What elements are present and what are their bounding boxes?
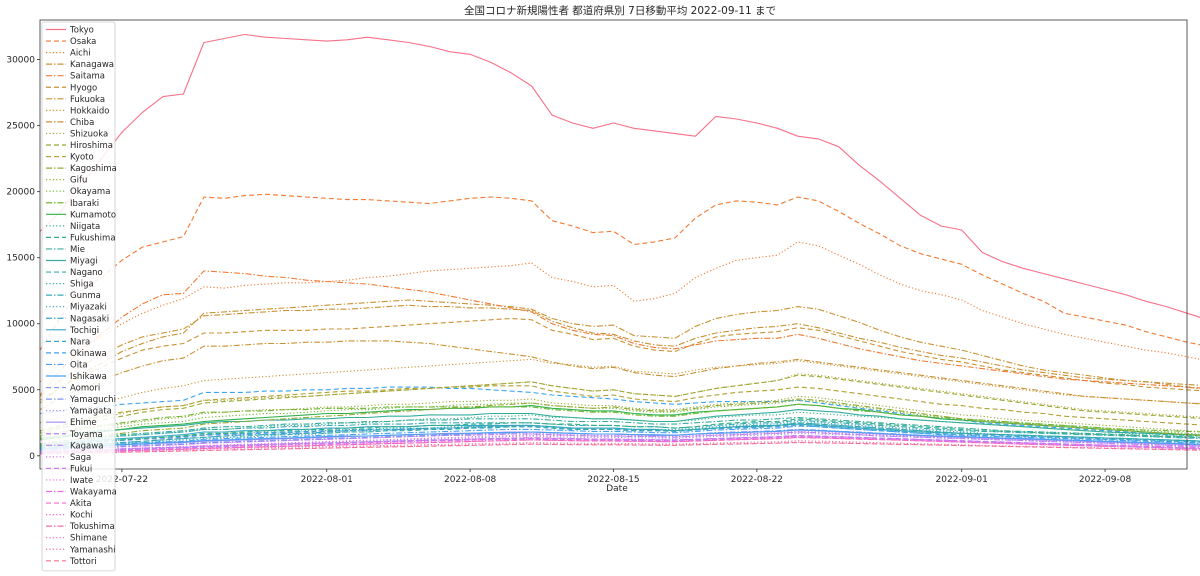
x-tick-label: 2022-07-22 xyxy=(96,475,148,485)
legend-label-fukui: Fukui xyxy=(70,464,92,474)
legend-label-mie: Mie xyxy=(70,245,85,255)
legend-box xyxy=(41,21,116,572)
legend-label-osaka: Osaka xyxy=(70,37,96,47)
legend-label-miyazaki: Miyazaki xyxy=(70,303,107,313)
series-line-akita xyxy=(39,436,1200,454)
legend-label-oita: Oita xyxy=(70,360,88,370)
legend-label-hyogo: Hyogo xyxy=(70,83,97,93)
x-tick-label: 2022-08-01 xyxy=(301,475,353,485)
legend-label-kumamoto: Kumamoto xyxy=(70,210,116,220)
series-line-shimane xyxy=(39,441,1200,455)
legend-label-shiga: Shiga xyxy=(70,280,94,290)
x-tick-label: 2022-08-08 xyxy=(444,475,497,485)
legend-label-niigata: Niigata xyxy=(70,222,100,232)
x-axis-label: Date xyxy=(606,484,628,494)
legend-label-ehime: Ehime xyxy=(70,418,97,428)
y-tick-label: 30000 xyxy=(6,56,35,66)
legend-label-akita: Akita xyxy=(70,499,92,509)
legend-label-yamaguchi: Yamaguchi xyxy=(69,395,116,405)
legend-label-kagawa: Kagawa xyxy=(70,441,103,451)
legend-label-chiba: Chiba xyxy=(70,118,94,128)
legend-label-tottori: Tottori xyxy=(69,557,97,567)
series-line-aichi xyxy=(39,241,1200,383)
legend-label-yamagata: Yamagata xyxy=(69,407,112,417)
legend-label-gifu: Gifu xyxy=(70,176,87,186)
legend-label-ibaraki: Ibaraki xyxy=(70,199,99,209)
legend-label-aomori: Aomori xyxy=(70,384,100,394)
series-line-okinawa xyxy=(39,386,1200,437)
series-line-miyazaki xyxy=(39,420,1200,450)
legend-label-fukuoka: Fukuoka xyxy=(70,95,105,105)
legend-label-hiroshima: Hiroshima xyxy=(70,141,113,151)
series-line-saga xyxy=(39,430,1200,452)
x-tick-label: 2022-08-15 xyxy=(587,475,639,485)
legend-label-okayama: Okayama xyxy=(70,187,110,197)
series-line-nara xyxy=(39,424,1200,448)
legend-label-toyama: Toyama xyxy=(69,430,103,440)
legend-label-nagano: Nagano xyxy=(70,268,103,278)
legend-label-shimane: Shimane xyxy=(70,534,107,544)
series-line-osaka xyxy=(39,193,1200,351)
legend-label-yamanashi: Yamanashi xyxy=(69,545,116,555)
series-line-kumamoto xyxy=(39,403,1200,441)
legend-label-gunma: Gunma xyxy=(70,291,101,301)
series-line-kagoshima xyxy=(39,398,1200,445)
plot-area xyxy=(39,33,1200,455)
legend-label-kanagawa: Kanagawa xyxy=(70,60,114,70)
legend-label-iwate: Iwate xyxy=(70,476,93,486)
series-line-hyogo xyxy=(39,317,1200,401)
y-tick-label: 15000 xyxy=(6,254,35,264)
series-line-ibaraki xyxy=(39,403,1200,437)
y-tick-label: 20000 xyxy=(6,188,35,198)
legend-label-nara: Nara xyxy=(70,337,90,347)
legend-label-saitama: Saitama xyxy=(70,72,105,82)
legend-label-ishikawa: Ishikawa xyxy=(70,372,107,382)
legend-label-kagoshima: Kagoshima xyxy=(70,164,117,174)
series-line-fukushima xyxy=(39,418,1200,448)
legend-label-okinawa: Okinawa xyxy=(70,349,107,359)
series-line-ishikawa xyxy=(39,429,1200,450)
legend-label-kochi: Kochi xyxy=(70,511,93,521)
series-line-nagano xyxy=(39,422,1200,449)
legend-label-hokkaido: Hokkaido xyxy=(70,106,109,116)
series-line-mie xyxy=(39,416,1200,445)
chart-title: 全国コロナ新規陽性者 都道府県別 7日移動平均 2022-09-11 まで xyxy=(464,4,776,17)
x-tick-label: 2022-08-22 xyxy=(731,475,783,485)
x-tick-label: 2022-09-08 xyxy=(1079,475,1132,485)
series-line-hokkaido xyxy=(39,358,1200,424)
legend-label-tokushima: Tokushima xyxy=(69,522,115,532)
series-line-kyoto xyxy=(39,385,1200,432)
y-tick-label: 10000 xyxy=(6,320,35,330)
legend-label-kyoto: Kyoto xyxy=(70,153,94,163)
series-line-chiba xyxy=(39,340,1200,411)
series-line-tokyo xyxy=(39,33,1200,318)
series-line-gunma xyxy=(39,419,1200,445)
y-tick-label: 0 xyxy=(29,452,35,462)
series-line-fukui xyxy=(39,435,1200,454)
legend-label-nagasaki: Nagasaki xyxy=(70,314,109,324)
series-line-kanagawa xyxy=(39,304,1200,397)
legend-label-saga: Saga xyxy=(70,453,91,463)
legend-label-tochigi: Tochigi xyxy=(69,326,99,336)
series-line-fukuoka xyxy=(39,299,1200,404)
legend-label-shizuoka: Shizuoka xyxy=(70,129,108,139)
series-line-niigata xyxy=(39,411,1200,446)
y-tick-label: 25000 xyxy=(6,122,35,132)
axes: 0 5000 10000 15000 20000 25000 30000 2022-07-22… xyxy=(6,19,1188,485)
y-tick-label: 5000 xyxy=(12,386,35,396)
legend-label-tokyo: Tokyo xyxy=(69,26,94,36)
legend-label-wakayama: Wakayama xyxy=(70,488,117,498)
series-line-shizuoka xyxy=(39,373,1200,433)
legend-label-miyagi: Miyagi xyxy=(70,257,98,267)
legend-label-aichi: Aichi xyxy=(70,49,91,59)
legend-label-fukushima: Fukushima xyxy=(70,233,116,243)
x-tick-label: 2022-09-01 xyxy=(936,475,988,485)
series-line-yamagata xyxy=(39,432,1200,453)
series-line-saitama xyxy=(39,270,1200,396)
